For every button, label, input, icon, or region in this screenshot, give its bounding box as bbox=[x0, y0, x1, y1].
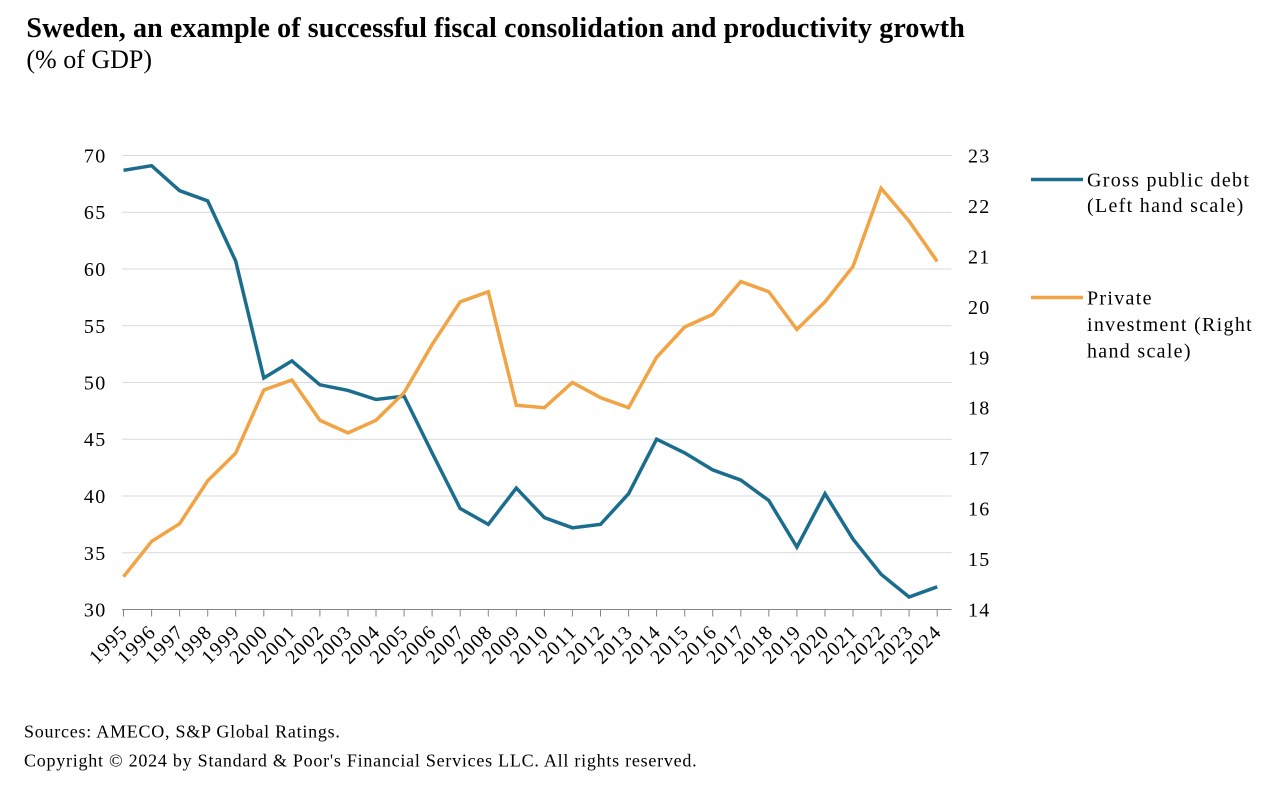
svg-text:35: 35 bbox=[84, 543, 107, 565]
svg-text:30: 30 bbox=[84, 600, 107, 622]
svg-text:50: 50 bbox=[84, 373, 107, 395]
svg-text:40: 40 bbox=[84, 486, 107, 508]
svg-text:20: 20 bbox=[968, 297, 991, 319]
svg-text:14: 14 bbox=[968, 600, 991, 622]
svg-text:Copyright © 2024 by Standard &: Copyright © 2024 by Standard & Poor's Fi… bbox=[24, 750, 697, 770]
svg-text:45: 45 bbox=[84, 429, 107, 451]
svg-text:Private: Private bbox=[1087, 288, 1153, 310]
svg-text:hand scale): hand scale) bbox=[1087, 341, 1192, 363]
svg-text:65: 65 bbox=[84, 202, 107, 224]
svg-text:Sweden, an example of successf: Sweden, an example of successful fiscal … bbox=[26, 13, 965, 44]
svg-text:19: 19 bbox=[968, 347, 991, 369]
svg-text:investment (Right: investment (Right bbox=[1087, 314, 1253, 336]
svg-text:(Left hand scale): (Left hand scale) bbox=[1087, 195, 1245, 217]
svg-text:70: 70 bbox=[84, 146, 107, 168]
svg-text:15: 15 bbox=[968, 549, 991, 571]
svg-text:55: 55 bbox=[84, 316, 107, 338]
svg-text:Sources: AMECO, S&P Global Rat: Sources: AMECO, S&P Global Ratings. bbox=[24, 722, 341, 742]
svg-text:21: 21 bbox=[968, 246, 991, 268]
svg-text:Gross public debt: Gross public debt bbox=[1087, 169, 1250, 191]
svg-text:(% of GDP): (% of GDP) bbox=[26, 45, 152, 74]
svg-text:17: 17 bbox=[968, 448, 991, 470]
svg-text:22: 22 bbox=[968, 196, 991, 218]
svg-text:18: 18 bbox=[968, 398, 991, 420]
svg-text:16: 16 bbox=[968, 499, 991, 521]
svg-text:23: 23 bbox=[968, 146, 991, 168]
svg-text:60: 60 bbox=[84, 259, 107, 281]
